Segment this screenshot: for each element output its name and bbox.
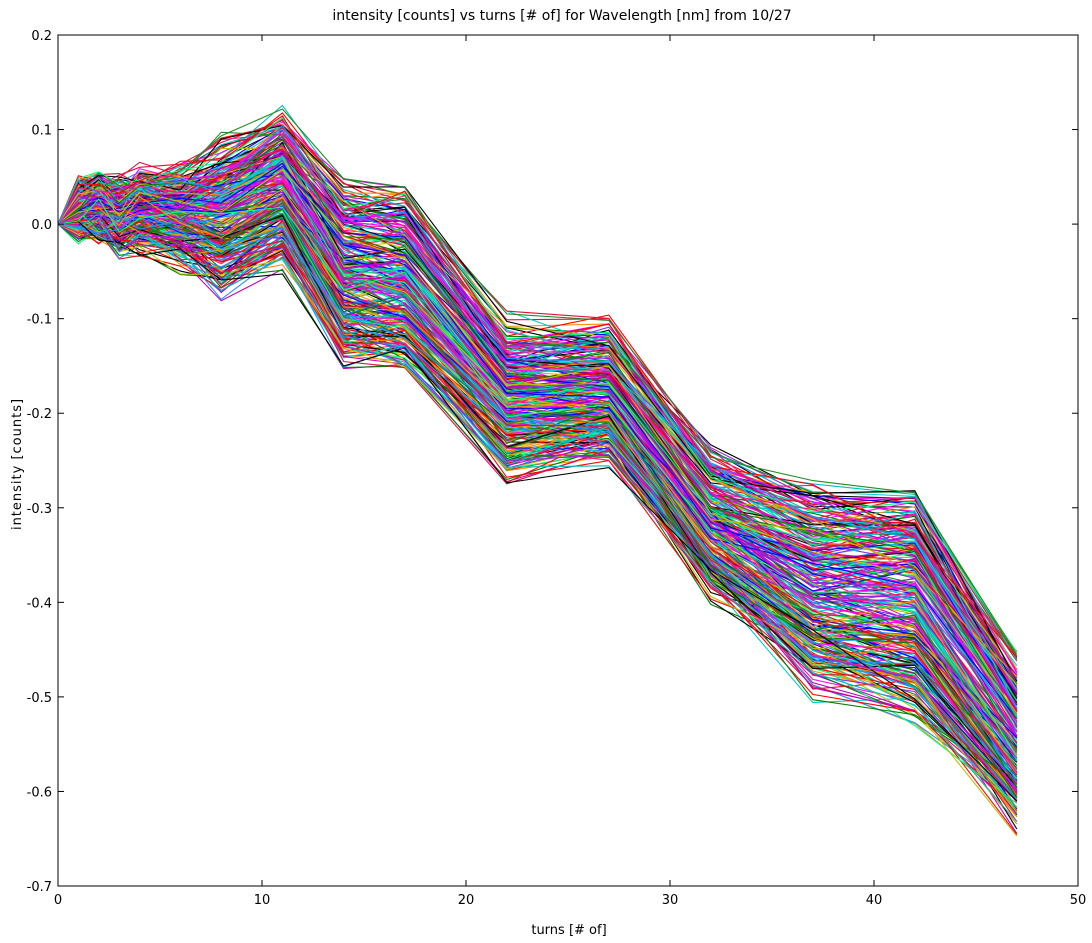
series-line xyxy=(57,108,1018,655)
series-line xyxy=(57,218,1018,823)
series-line xyxy=(57,165,1018,695)
y-tick-label: 0.0 xyxy=(31,218,52,233)
y-tick-label: -0.6 xyxy=(27,785,52,800)
series-line xyxy=(57,124,1018,682)
series-line xyxy=(57,221,1018,782)
series-line xyxy=(57,130,1018,693)
series-line xyxy=(57,217,1018,775)
x-tick-label: 40 xyxy=(866,893,883,908)
series-line xyxy=(57,215,1018,793)
series-line xyxy=(57,201,1018,785)
y-tick-label: 0.2 xyxy=(31,29,52,44)
series-line xyxy=(57,210,1018,780)
series-line xyxy=(57,207,1018,814)
series-line xyxy=(57,216,1018,784)
series-line xyxy=(57,211,1018,775)
series-line xyxy=(57,220,1018,801)
y-tick-label: -0.2 xyxy=(27,407,52,422)
series-line xyxy=(57,204,1018,739)
series-line xyxy=(57,200,1018,751)
series-line xyxy=(57,155,1018,709)
series-line xyxy=(57,223,1018,800)
series-line xyxy=(57,195,1018,756)
series-line xyxy=(57,223,1018,781)
series-line xyxy=(57,168,1018,714)
y-tick-label: -0.7 xyxy=(27,880,52,895)
series-line xyxy=(57,221,1018,802)
series-line xyxy=(57,204,1018,783)
y-tick-label: 0.1 xyxy=(31,124,52,139)
x-tick-label: 20 xyxy=(458,893,475,908)
series-line xyxy=(57,223,1018,798)
y-axis-label: intensity [counts] xyxy=(10,398,25,530)
series-line xyxy=(57,123,1018,661)
series-line xyxy=(57,213,1018,783)
x-axis-label: turns [# of] xyxy=(531,923,606,938)
series-line xyxy=(57,221,1018,803)
series-group xyxy=(57,104,1018,837)
x-tick-label: 0 xyxy=(54,893,62,908)
series-line xyxy=(57,144,1018,693)
series-line xyxy=(57,223,1018,815)
series-line xyxy=(57,202,1018,762)
x-tick-label: 50 xyxy=(1070,893,1087,908)
series-line xyxy=(57,213,1018,794)
series-line xyxy=(57,156,1018,686)
y-tick-label: -0.1 xyxy=(27,313,52,328)
series-line xyxy=(57,213,1018,810)
y-tick-label: -0.4 xyxy=(27,596,52,611)
series-line xyxy=(57,115,1018,658)
tick-group: 0 10 20 30 40 50 0.2 0.1 0.0 -0.1 -0.2 -0.3 -0.4 -0.5… xyxy=(27,29,1087,908)
series-line xyxy=(57,124,1018,709)
series-line xyxy=(57,197,1018,792)
series-line xyxy=(57,222,1018,800)
y-tick-label: -0.3 xyxy=(27,502,52,517)
y-tick-label: -0.5 xyxy=(27,691,52,706)
series-line xyxy=(57,172,1018,711)
series-line xyxy=(57,221,1018,818)
series-line xyxy=(57,203,1018,776)
series-line xyxy=(57,104,1018,661)
x-tick-label: 30 xyxy=(662,893,679,908)
plot-frame xyxy=(57,34,1079,887)
chart-title: intensity [counts] vs turns [# of] for W… xyxy=(332,8,791,24)
series-line xyxy=(57,216,1018,796)
series-line xyxy=(57,213,1018,779)
series-line xyxy=(57,116,1018,653)
series-line xyxy=(57,212,1018,809)
series-line xyxy=(57,214,1018,794)
x-tick-label: 10 xyxy=(254,893,271,908)
series-line xyxy=(57,198,1018,757)
series-line xyxy=(57,223,1018,799)
series-line xyxy=(57,207,1018,788)
series-line xyxy=(57,219,1018,797)
series-line xyxy=(57,214,1018,794)
